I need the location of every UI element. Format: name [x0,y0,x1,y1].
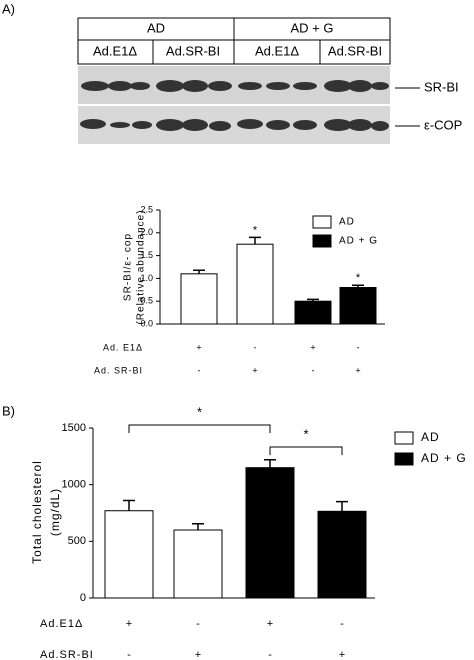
y-tick-label: 1.5 [140,250,153,260]
column-label: Ad.E1Δ [93,43,137,58]
y-tick-label: 1.0 [140,273,153,283]
bracket [269,446,343,455]
treatment-mark: - [312,365,315,375]
panel-label: A) [2,1,15,16]
row-label: ε-COP [424,117,462,132]
error-bar [264,458,276,468]
error-bar [123,499,135,511]
treatment-mark: - [196,618,200,630]
legend-swatch [312,234,332,248]
legend-swatch [394,452,414,466]
bands [80,80,389,131]
error-bar [336,500,348,512]
treatment-mark: - [198,365,201,375]
y-tick-label: 2.5 [140,204,153,214]
column-label: Ad.E1Δ [255,43,299,58]
error-bar [249,236,261,245]
treatment-mark: - [357,342,360,352]
legend-swatch [312,215,332,229]
treatment-mark: + [355,365,360,375]
legend-label: AD [421,430,440,444]
treatment-mark: + [196,342,201,352]
treatment-mark: + [310,342,315,352]
bar [245,467,295,599]
significance: * [197,404,202,419]
y-tick-label: 2.0 [140,227,153,237]
group-label: AD + G [291,20,334,35]
bar [236,243,274,325]
error-bar [193,269,205,274]
treatment-mark: + [195,649,201,660]
bracket [128,424,271,433]
legend-label: AD + G [339,236,378,247]
treatment-mark: + [126,618,132,630]
treatment-mark: - [254,342,257,352]
treatment-label: Ad.SR-BI [40,649,94,660]
significance: * [303,426,308,441]
error-bar [352,284,364,288]
treatment-mark: + [267,618,273,630]
y-tick-label: 1000 [62,479,86,491]
column-label: Ad.SR-BI [166,43,220,58]
error-bar [192,523,204,530]
treatment-mark: - [268,649,272,660]
treatment-mark: + [339,649,345,660]
y-tick-label: 0.0 [140,318,153,328]
row-label: SR-BI [424,79,459,94]
y-tick-label: 0.5 [140,296,153,306]
treatment-label: Ad.E1Δ [40,618,83,630]
y-axis-label: (mg/dL) [48,488,62,536]
group-label: AD [147,20,165,35]
treatment-mark: + [252,365,257,375]
legend-label: AD [339,217,355,228]
treatment-label: Ad. E1Δ [103,342,143,352]
panel-label: B) [2,403,15,418]
column-label: Ad.SR-BI [328,43,382,58]
significance: * [253,224,258,236]
legend-swatch [394,431,414,445]
significance: * [356,272,361,284]
y-tick-label: 1500 [62,422,86,434]
bar [294,300,332,325]
western-blot: AD AD + G Ad.E1Δ Ad.SR-BI Ad.E1Δ Ad.SR-B… [77,17,462,144]
bar [180,273,218,325]
bar [339,287,377,325]
bar [317,510,367,599]
bar [173,529,223,599]
y-tick-label: 0 [80,592,86,604]
y-axis-label: SR-BI/ε- cop [123,233,134,301]
y-axis-label: Total cholesterol [30,460,44,564]
y-axis-label: (Relative abundance) [136,209,147,324]
legend-label: AD + G [421,451,467,465]
treatment-label: Ad. SR-BI [94,365,143,375]
treatment-mark: - [127,649,131,660]
error-bar [307,298,319,302]
y-tick-label: 500 [68,535,86,547]
bar [104,510,154,599]
treatment-mark: - [340,618,344,630]
